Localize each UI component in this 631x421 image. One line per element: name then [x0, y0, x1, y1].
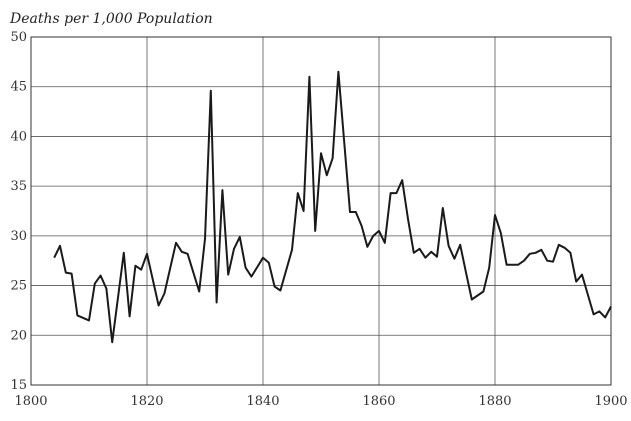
y-axis-ticks: 15 20 25 30 35 40 45 50 — [10, 30, 27, 393]
x-tick-label: 1840 — [246, 394, 279, 409]
series-group — [53, 70, 612, 344]
x-tick-label: 1800 — [14, 394, 47, 409]
y-tick-label: 30 — [10, 229, 27, 244]
y-tick-label: 35 — [10, 179, 27, 194]
y-axis-label: Deaths per 1,000 Population — [9, 11, 213, 27]
gridlines — [31, 37, 611, 385]
y-tick-label: 15 — [10, 378, 27, 393]
y-tick-label: 25 — [10, 279, 27, 294]
y-tick-label: 40 — [10, 129, 27, 144]
x-tick-label: 1820 — [130, 394, 163, 409]
x-tick-label: 1860 — [362, 394, 395, 409]
plot-frame — [30, 36, 612, 386]
x-axis-ticks: 1800 1820 1840 1860 1880 1900 — [14, 394, 627, 409]
y-tick-label: 20 — [10, 328, 27, 343]
y-tick-label: 50 — [10, 30, 27, 45]
y-tick-label: 45 — [10, 80, 27, 95]
death-rate-series-line — [53, 70, 612, 344]
x-tick-label: 1880 — [478, 394, 511, 409]
x-tick-label: 1900 — [594, 394, 627, 409]
